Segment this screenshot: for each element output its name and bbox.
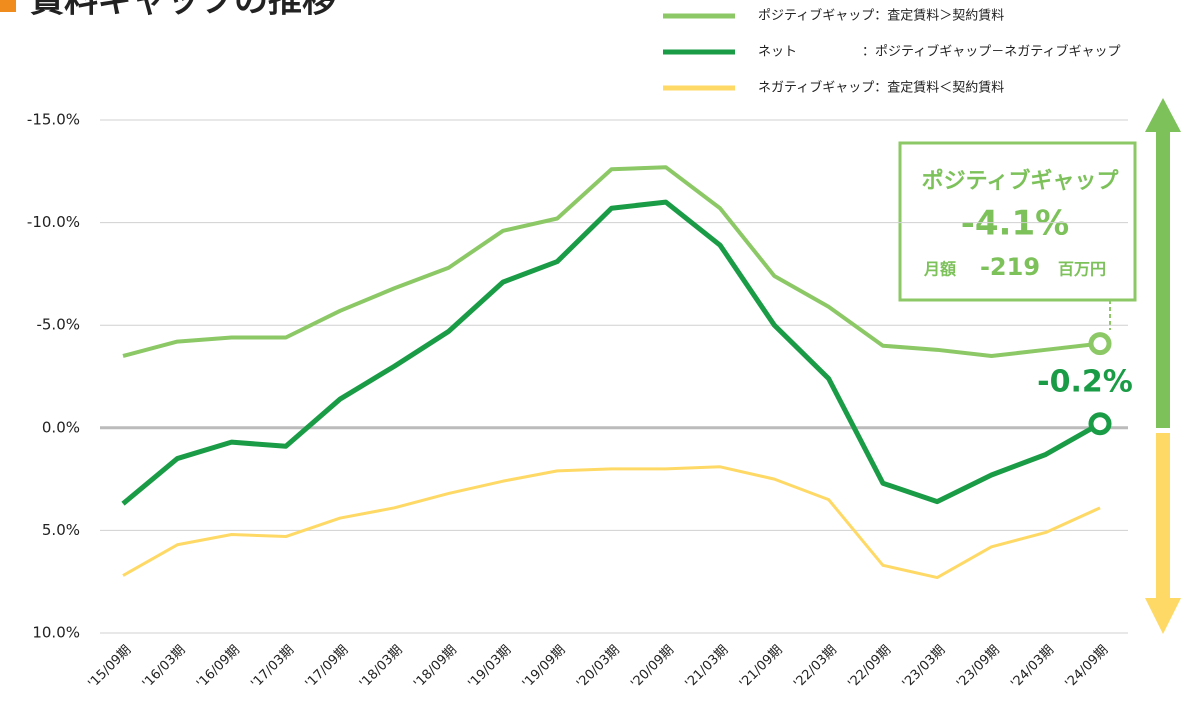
x-tick-label: '24/03期	[1008, 643, 1057, 692]
line	[122, 465, 1101, 580]
end-marker	[1088, 412, 1112, 436]
line	[122, 165, 1101, 358]
down-arrow	[1145, 433, 1181, 634]
y-tick-label: -10.0%	[27, 213, 80, 231]
x-tick-label: '18/09期	[411, 643, 460, 692]
title-icon	[0, 0, 16, 12]
legend-label: ポジティブギャップ：査定賃料＞契約賃料	[758, 8, 1004, 24]
x-tick-label: '18/03期	[357, 643, 406, 692]
box-value: -4.1%	[961, 204, 1069, 244]
box-sub: -219	[980, 253, 1040, 281]
line	[121, 199, 1102, 506]
x-tick-label: '22/03期	[791, 643, 840, 692]
y-tick-label: -5.0%	[36, 316, 80, 334]
annotation-box	[898, 141, 1137, 302]
y-tick-label: 5.0%	[42, 521, 80, 539]
x-tick-label: '19/03期	[465, 643, 514, 692]
x-tick-label: '23/03期	[900, 643, 949, 692]
net-label: -0.2%	[1037, 365, 1133, 400]
x-tick-label: '17/09期	[303, 643, 352, 692]
legend-label: ネット ：ポジティブギャップ－ネガティブギャップ	[758, 44, 1120, 60]
chart-title: 賃料ギャップの推移	[29, 0, 336, 21]
end-marker	[1088, 332, 1112, 356]
y-tick-label: -15.0%	[27, 111, 80, 129]
x-tick-label: '16/03期	[140, 643, 189, 692]
x-tick-label: '19/09期	[520, 643, 569, 692]
box-sub: 百万円	[1058, 260, 1106, 279]
x-tick-label: '20/09期	[628, 643, 677, 692]
box-sub: 月額	[923, 260, 956, 279]
x-tick-label: '20/03期	[574, 643, 623, 692]
x-tick-label: '24/09期	[1062, 643, 1111, 692]
x-tick-label: '17/03期	[248, 643, 297, 692]
x-tick-label: '22/09期	[845, 643, 894, 692]
y-tick-label: 10.0%	[32, 624, 80, 642]
x-tick-label: '16/09期	[194, 643, 243, 692]
y-tick-label: 0.0%	[42, 418, 80, 436]
box-title: ポジティブギャップ	[922, 168, 1120, 194]
x-tick-label: '21/03期	[683, 643, 732, 692]
x-tick-label: '15/09期	[85, 643, 134, 692]
up-arrow	[1145, 98, 1181, 428]
x-tick-label: '23/09期	[954, 643, 1003, 692]
x-tick-label: '21/09期	[737, 643, 786, 692]
legend-label: ネガティブギャップ：査定賃料＜契約賃料	[758, 80, 1004, 96]
